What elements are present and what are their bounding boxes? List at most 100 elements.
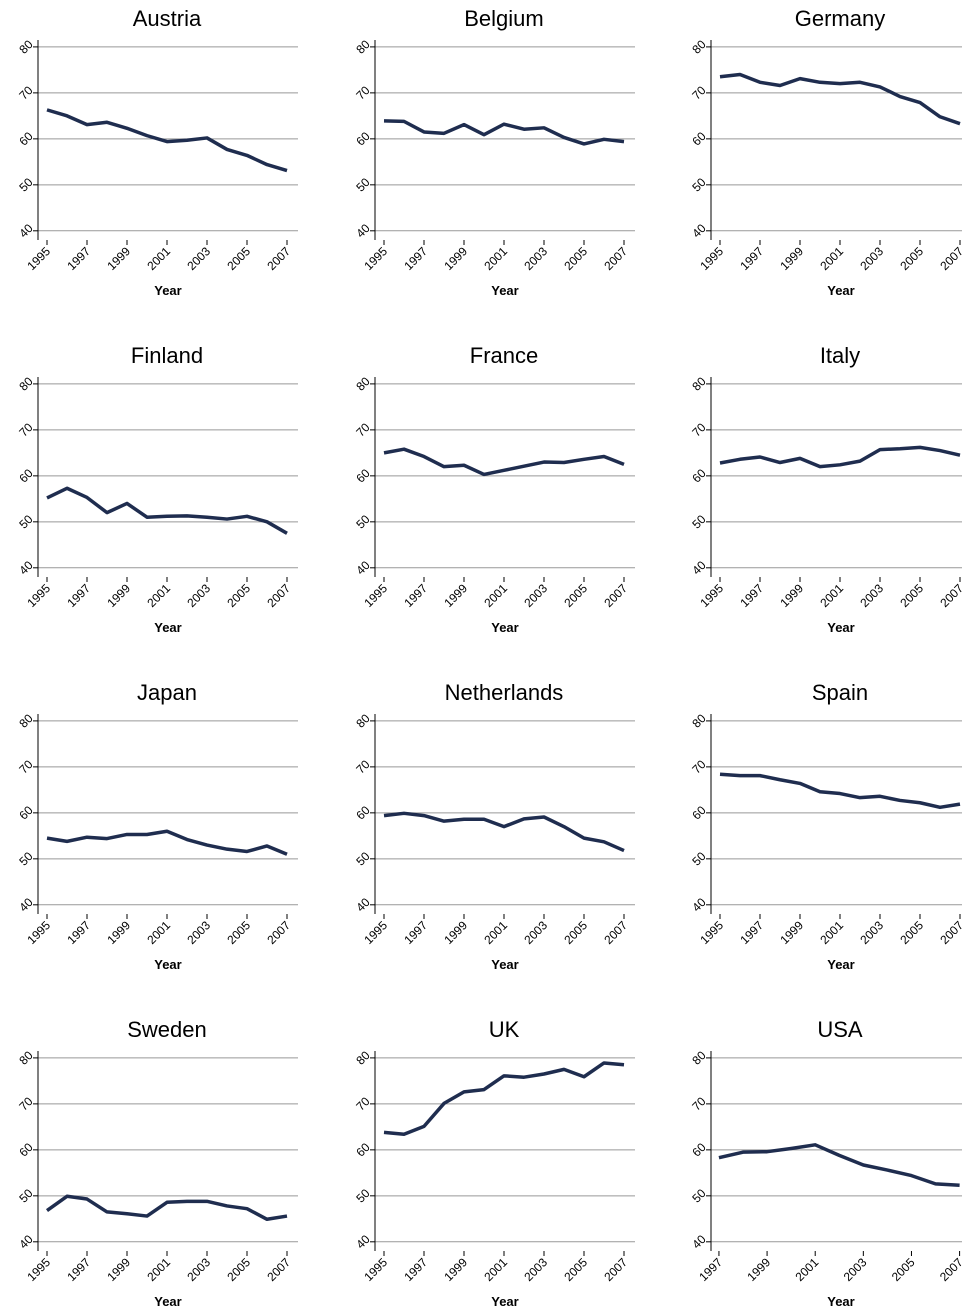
x-axis-label: Year <box>491 620 518 635</box>
x-tick-label: 2005 <box>561 1255 590 1284</box>
x-tick-label: 1999 <box>104 918 133 947</box>
y-tick-label: 70 <box>353 1094 373 1114</box>
panel-title: Japan <box>137 680 197 705</box>
x-tick-label: 2007 <box>601 244 630 273</box>
x-tick-label: 2003 <box>857 244 886 273</box>
y-tick-label: 70 <box>16 1094 36 1114</box>
panel-title: Finland <box>131 343 203 368</box>
x-tick-label: 1995 <box>697 244 726 273</box>
data-line <box>383 811 625 853</box>
x-tick-label: 1995 <box>24 581 53 610</box>
x-tick-label: 2003 <box>184 244 213 273</box>
x-tick-label: 2005 <box>561 581 590 610</box>
x-tick-label: 1999 <box>441 918 470 947</box>
y-tick-label: 50 <box>689 175 709 195</box>
x-tick-label: 1997 <box>401 581 430 610</box>
x-tick-label: 1995 <box>697 918 726 947</box>
x-tick-label: 2001 <box>481 581 510 610</box>
x-tick-label: 2003 <box>521 1255 550 1284</box>
data-line <box>383 119 625 146</box>
x-tick-label: 2001 <box>481 244 510 273</box>
y-tick-label: 40 <box>16 1232 36 1252</box>
x-tick-label: 1995 <box>24 918 53 947</box>
x-tick-label: 1999 <box>777 244 806 273</box>
x-tick-label: 2005 <box>561 244 590 273</box>
panel-title: France <box>470 343 538 368</box>
y-tick-label: 60 <box>16 1140 36 1160</box>
x-tick-label: 2005 <box>224 918 253 947</box>
x-tick-label: 2003 <box>184 581 213 610</box>
data-line <box>46 829 288 856</box>
y-tick-label: 40 <box>689 1232 709 1252</box>
y-tick-label: 70 <box>16 420 36 440</box>
x-tick-label: 2005 <box>897 918 926 947</box>
x-tick-label: 1995 <box>697 581 726 610</box>
x-tick-label: 2007 <box>937 918 962 947</box>
x-tick-label: 1995 <box>361 1255 390 1284</box>
x-tick-label: 2001 <box>144 918 173 947</box>
y-tick-label: 80 <box>353 711 373 731</box>
x-tick-label: 1999 <box>441 1255 470 1284</box>
y-tick-label: 60 <box>353 803 373 823</box>
x-tick-label: 1997 <box>401 244 430 273</box>
x-tick-label: 2005 <box>224 1255 253 1284</box>
y-tick-label: 80 <box>353 374 373 394</box>
y-tick-label: 60 <box>689 803 709 823</box>
x-tick-label: 2005 <box>897 581 926 610</box>
x-tick-label: 2007 <box>264 244 293 273</box>
data-line <box>719 445 961 469</box>
x-axis-label: Year <box>827 620 854 635</box>
data-line <box>46 108 288 173</box>
y-tick-label: 50 <box>16 1186 36 1206</box>
x-tick-label: 2003 <box>521 244 550 273</box>
y-tick-label: 40 <box>689 558 709 578</box>
y-tick-label: 40 <box>16 558 36 578</box>
y-tick-label: 50 <box>16 849 36 869</box>
x-tick-label: 1997 <box>401 918 430 947</box>
y-tick-label: 50 <box>353 849 373 869</box>
x-tick-label: 1997 <box>401 1255 430 1284</box>
x-tick-label: 2003 <box>857 918 886 947</box>
x-tick-label: 2003 <box>841 1255 870 1284</box>
y-tick-label: 80 <box>689 711 709 731</box>
x-tick-label: 2007 <box>937 1255 962 1284</box>
x-tick-label: 2001 <box>817 244 846 273</box>
x-tick-label: 2007 <box>264 918 293 947</box>
y-tick-label: 40 <box>16 895 36 915</box>
x-axis-label: Year <box>491 957 518 972</box>
x-tick-label: 2003 <box>184 1255 213 1284</box>
data-line <box>383 1061 625 1136</box>
y-tick-label: 60 <box>16 466 36 486</box>
y-tick-label: 70 <box>16 83 36 103</box>
panel-title: UK <box>489 1017 520 1042</box>
y-tick-label: 70 <box>689 757 709 777</box>
y-tick-label: 80 <box>353 37 373 57</box>
x-tick-label: 1995 <box>361 244 390 273</box>
x-tick-label: 2007 <box>601 918 630 947</box>
x-axis-label: Year <box>491 283 518 298</box>
x-tick-label: 1999 <box>104 581 133 610</box>
x-tick-label: 1997 <box>737 918 766 947</box>
x-tick-label: 2001 <box>144 244 173 273</box>
x-tick-label: 2005 <box>224 581 253 610</box>
x-tick-label: 2001 <box>793 1255 822 1284</box>
y-tick-label: 40 <box>353 1232 373 1252</box>
y-tick-label: 60 <box>16 129 36 149</box>
y-tick-label: 50 <box>16 175 36 195</box>
x-axis-label: Year <box>827 1294 854 1309</box>
panel-title: Spain <box>812 680 868 705</box>
x-tick-label: 2007 <box>601 1255 630 1284</box>
data-line <box>45 1194 288 1222</box>
y-tick-label: 60 <box>353 129 373 149</box>
y-tick-label: 50 <box>353 175 373 195</box>
x-tick-label: 2007 <box>601 581 630 610</box>
y-tick-label: 40 <box>689 221 709 241</box>
x-tick-label: 2001 <box>817 581 846 610</box>
y-tick-label: 70 <box>16 757 36 777</box>
x-tick-label: 1999 <box>441 581 470 610</box>
y-tick-label: 80 <box>16 711 36 731</box>
x-tick-label: 1997 <box>696 1255 725 1284</box>
x-tick-label: 2007 <box>937 581 962 610</box>
y-tick-label: 40 <box>353 895 373 915</box>
